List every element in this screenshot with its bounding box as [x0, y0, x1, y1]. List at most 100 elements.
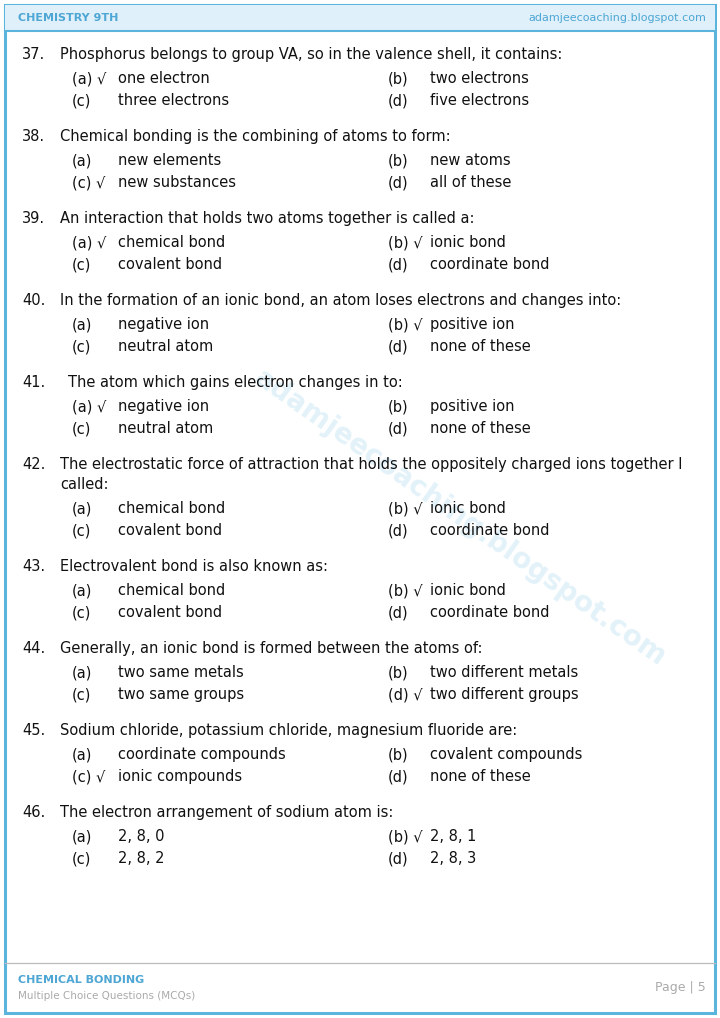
Text: 46.: 46.: [22, 805, 45, 821]
Text: chemical bond: chemical bond: [118, 235, 225, 250]
Text: In the formation of an ionic bond, an atom loses electrons and changes into:: In the formation of an ionic bond, an at…: [60, 293, 621, 308]
Text: (b) √: (b) √: [388, 583, 423, 598]
Text: (c): (c): [72, 687, 91, 702]
FancyBboxPatch shape: [5, 5, 715, 1013]
Text: all of these: all of these: [430, 175, 511, 190]
Text: chemical bond: chemical bond: [118, 583, 225, 598]
Text: new substances: new substances: [118, 175, 236, 190]
Text: (c) √: (c) √: [72, 769, 105, 784]
Text: (d): (d): [388, 523, 409, 538]
Text: ionic bond: ionic bond: [430, 583, 506, 598]
Text: (d): (d): [388, 93, 409, 108]
Text: two different metals: two different metals: [430, 665, 578, 680]
Text: 43.: 43.: [22, 559, 45, 574]
Text: positive ion: positive ion: [430, 399, 515, 414]
Text: adamjeecoaching.blogspot.com: adamjeecoaching.blogspot.com: [528, 13, 706, 23]
Text: new atoms: new atoms: [430, 153, 510, 168]
Text: ionic bond: ionic bond: [430, 235, 506, 250]
Text: neutral atom: neutral atom: [118, 339, 213, 354]
Text: The electron arrangement of sodium atom is:: The electron arrangement of sodium atom …: [60, 805, 393, 821]
Text: covalent compounds: covalent compounds: [430, 747, 582, 762]
Text: (c): (c): [72, 339, 91, 354]
Text: coordinate bond: coordinate bond: [430, 257, 549, 272]
Text: (b): (b): [388, 665, 409, 680]
Text: Chemical bonding is the combining of atoms to form:: Chemical bonding is the combining of ato…: [60, 129, 451, 144]
Text: 2, 8, 0: 2, 8, 0: [118, 829, 164, 844]
Text: covalent bond: covalent bond: [118, 523, 222, 538]
Text: (b) √: (b) √: [388, 829, 423, 844]
Text: (d): (d): [388, 257, 409, 272]
Text: 41.: 41.: [22, 375, 45, 390]
Text: (c): (c): [72, 605, 91, 620]
Text: An interaction that holds two atoms together is called a:: An interaction that holds two atoms toge…: [60, 211, 474, 226]
Text: one electron: one electron: [118, 71, 210, 86]
Text: (b) √: (b) √: [388, 235, 423, 250]
Text: (b): (b): [388, 71, 409, 86]
Text: (b) √: (b) √: [388, 317, 423, 332]
Text: (b): (b): [388, 153, 409, 168]
Text: (c) √: (c) √: [72, 175, 105, 190]
Text: positive ion: positive ion: [430, 317, 515, 332]
Text: (a): (a): [72, 747, 92, 762]
Text: none of these: none of these: [430, 421, 531, 436]
Text: 38.: 38.: [22, 129, 45, 144]
Text: covalent bond: covalent bond: [118, 257, 222, 272]
Text: Generally, an ionic bond is formed between the atoms of:: Generally, an ionic bond is formed betwe…: [60, 641, 482, 656]
Text: (a) √: (a) √: [72, 71, 107, 86]
Text: (b): (b): [388, 747, 409, 762]
Text: CHEMISTRY 9TH: CHEMISTRY 9TH: [18, 13, 118, 23]
Text: (a): (a): [72, 153, 92, 168]
Text: (a): (a): [72, 501, 92, 516]
Text: (a) √: (a) √: [72, 399, 107, 414]
Text: none of these: none of these: [430, 769, 531, 784]
Text: (d) √: (d) √: [388, 687, 423, 702]
Text: adamjeecoaching.blogspot.com: adamjeecoaching.blogspot.com: [248, 364, 671, 672]
Text: five electrons: five electrons: [430, 93, 529, 108]
Text: Electrovalent bond is also known as:: Electrovalent bond is also known as:: [60, 559, 328, 574]
Text: two same groups: two same groups: [118, 687, 244, 702]
Text: neutral atom: neutral atom: [118, 421, 213, 436]
Text: none of these: none of these: [430, 339, 531, 354]
Text: three electrons: three electrons: [118, 93, 229, 108]
Text: (c): (c): [72, 421, 91, 436]
Text: The atom which gains electron changes in to:: The atom which gains electron changes in…: [68, 375, 402, 390]
Text: (c): (c): [72, 93, 91, 108]
Text: (c): (c): [72, 523, 91, 538]
Text: 2, 8, 3: 2, 8, 3: [430, 851, 476, 866]
Text: 37.: 37.: [22, 47, 45, 62]
Text: coordinate bond: coordinate bond: [430, 523, 549, 538]
Text: (a): (a): [72, 829, 92, 844]
FancyBboxPatch shape: [5, 5, 715, 31]
Text: (d): (d): [388, 851, 409, 866]
Text: 44.: 44.: [22, 641, 45, 656]
Text: two same metals: two same metals: [118, 665, 244, 680]
Text: (d): (d): [388, 175, 409, 190]
Text: 2, 8, 1: 2, 8, 1: [430, 829, 477, 844]
Text: (d): (d): [388, 769, 409, 784]
Text: covalent bond: covalent bond: [118, 605, 222, 620]
Text: 42.: 42.: [22, 457, 45, 472]
Text: coordinate bond: coordinate bond: [430, 605, 549, 620]
Text: 2, 8, 2: 2, 8, 2: [118, 851, 164, 866]
Text: chemical bond: chemical bond: [118, 501, 225, 516]
Text: Multiple Choice Questions (MCQs): Multiple Choice Questions (MCQs): [18, 991, 195, 1001]
Text: (a): (a): [72, 665, 92, 680]
Text: ionic bond: ionic bond: [430, 501, 506, 516]
Text: Phosphorus belongs to group VA, so in the valence shell, it contains:: Phosphorus belongs to group VA, so in th…: [60, 47, 562, 62]
Text: 40.: 40.: [22, 293, 45, 308]
Text: two different groups: two different groups: [430, 687, 579, 702]
Text: coordinate compounds: coordinate compounds: [118, 747, 286, 762]
Text: (d): (d): [388, 421, 409, 436]
Text: called:: called:: [60, 477, 109, 492]
Text: negative ion: negative ion: [118, 317, 209, 332]
Text: (d): (d): [388, 339, 409, 354]
Text: 45.: 45.: [22, 723, 45, 738]
Text: The electrostatic force of attraction that holds the oppositely charged ions tog: The electrostatic force of attraction th…: [60, 457, 683, 472]
Text: 39.: 39.: [22, 211, 45, 226]
Text: negative ion: negative ion: [118, 399, 209, 414]
Text: (a) √: (a) √: [72, 235, 107, 250]
Text: (b): (b): [388, 399, 409, 414]
Text: Page | 5: Page | 5: [655, 981, 706, 995]
Text: (b) √: (b) √: [388, 501, 423, 516]
Text: (a): (a): [72, 317, 92, 332]
